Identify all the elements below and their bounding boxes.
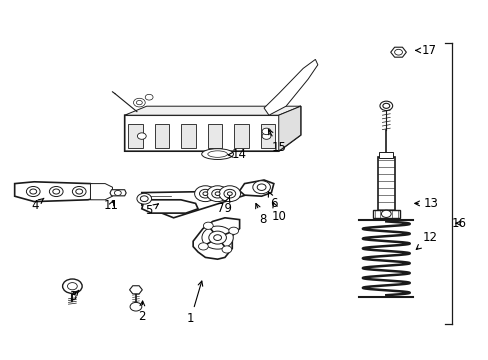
Circle shape xyxy=(53,189,60,194)
Text: 15: 15 xyxy=(268,130,285,154)
Circle shape xyxy=(219,186,240,202)
Circle shape xyxy=(213,235,221,240)
Polygon shape xyxy=(124,106,300,115)
Polygon shape xyxy=(129,286,142,294)
Text: 13: 13 xyxy=(414,197,438,210)
Text: 4: 4 xyxy=(31,198,44,212)
Text: 11: 11 xyxy=(104,199,119,212)
Circle shape xyxy=(215,192,220,195)
Circle shape xyxy=(194,186,216,202)
Circle shape xyxy=(130,302,142,311)
Circle shape xyxy=(206,186,228,202)
Polygon shape xyxy=(193,218,239,259)
Polygon shape xyxy=(278,106,300,151)
Circle shape xyxy=(140,196,148,202)
Polygon shape xyxy=(142,191,259,218)
Text: 2: 2 xyxy=(138,301,145,323)
Text: 16: 16 xyxy=(451,217,466,230)
Text: 6: 6 xyxy=(268,192,277,210)
Circle shape xyxy=(203,192,207,195)
Circle shape xyxy=(262,128,270,135)
Circle shape xyxy=(228,227,238,234)
Polygon shape xyxy=(264,59,317,115)
Polygon shape xyxy=(90,184,112,200)
Circle shape xyxy=(137,133,146,139)
Circle shape xyxy=(381,210,390,217)
Polygon shape xyxy=(142,200,198,213)
Polygon shape xyxy=(124,106,300,151)
Circle shape xyxy=(224,189,235,198)
Circle shape xyxy=(222,246,231,253)
Polygon shape xyxy=(239,180,273,196)
Text: 79: 79 xyxy=(217,197,232,215)
Circle shape xyxy=(76,189,82,194)
Polygon shape xyxy=(375,213,396,218)
Circle shape xyxy=(145,94,153,100)
Bar xyxy=(207,124,222,148)
Circle shape xyxy=(198,243,208,250)
Bar xyxy=(234,124,248,148)
Polygon shape xyxy=(110,190,126,196)
Polygon shape xyxy=(15,182,102,202)
Bar xyxy=(372,210,399,218)
Text: 17: 17 xyxy=(415,44,436,57)
Text: 8: 8 xyxy=(255,203,266,226)
Bar xyxy=(379,152,392,158)
Circle shape xyxy=(394,49,402,55)
Circle shape xyxy=(114,190,121,195)
Circle shape xyxy=(203,222,213,229)
Circle shape xyxy=(67,283,77,290)
Circle shape xyxy=(49,186,63,197)
Circle shape xyxy=(379,101,392,111)
Circle shape xyxy=(30,189,37,194)
Circle shape xyxy=(262,133,270,139)
Circle shape xyxy=(137,193,151,204)
Circle shape xyxy=(208,231,226,244)
Bar xyxy=(154,124,169,148)
Circle shape xyxy=(136,100,142,105)
Circle shape xyxy=(257,184,265,190)
Bar xyxy=(128,124,142,148)
Text: 1: 1 xyxy=(186,281,203,325)
Text: 10: 10 xyxy=(271,203,285,222)
Circle shape xyxy=(227,192,232,195)
Circle shape xyxy=(72,186,86,197)
Text: 14: 14 xyxy=(228,148,246,161)
Text: 5: 5 xyxy=(145,204,158,217)
Ellipse shape xyxy=(201,149,233,159)
Text: 3: 3 xyxy=(68,290,79,303)
Circle shape xyxy=(382,103,389,108)
Polygon shape xyxy=(390,47,406,57)
Text: 12: 12 xyxy=(415,231,437,249)
Bar xyxy=(181,124,195,148)
Bar xyxy=(377,157,394,212)
Circle shape xyxy=(199,189,211,198)
Circle shape xyxy=(252,181,270,194)
Circle shape xyxy=(133,98,145,107)
Circle shape xyxy=(26,186,40,197)
Circle shape xyxy=(62,279,82,293)
Bar xyxy=(260,124,275,148)
Circle shape xyxy=(202,226,233,249)
Circle shape xyxy=(211,189,223,198)
